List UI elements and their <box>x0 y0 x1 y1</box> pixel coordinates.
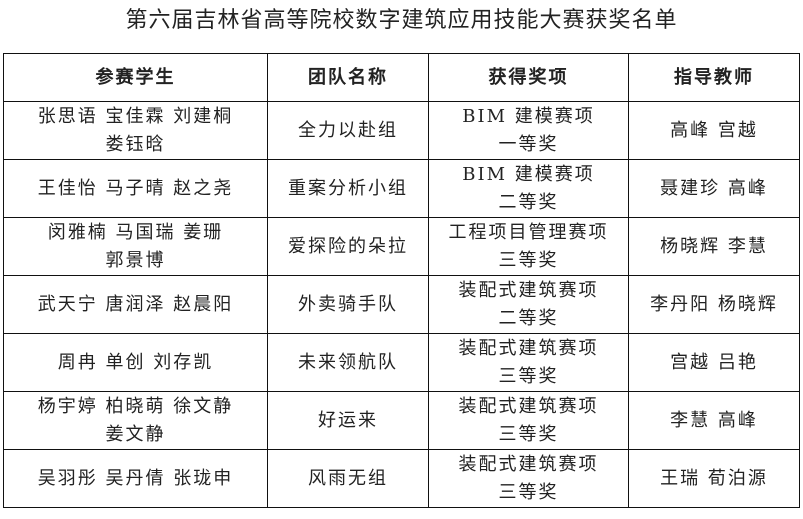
students-line: 周冉 单创 刘存凯 <box>57 351 214 373</box>
table-header-row: 参赛学生 团队名称 获得奖项 指导教师 <box>3 53 800 102</box>
header-team: 团队名称 <box>267 53 429 102</box>
award-line: 一等奖 <box>498 133 559 155</box>
team-cell: 全力以赴组 <box>267 101 429 160</box>
students-line: 娄钰晗 <box>105 133 166 155</box>
table-row: 吴羽彤 吴丹倩 张珑申 风雨无组 装配式建筑赛项 三等奖 王瑞 荀泊源 <box>3 449 800 508</box>
table-row: 王佳怡 马子晴 赵之尧 重案分析小组 BIM 建模赛项 二等奖 聂建珍 高峰 <box>3 159 800 218</box>
table-row: 周冉 单创 刘存凯 未来领航队 装配式建筑赛项 三等奖 宫越 吕艳 <box>3 333 800 392</box>
advisors-cell: 高峰 宫越 <box>628 101 800 160</box>
document-title: 第六届吉林省高等院校数字建筑应用技能大赛获奖名单 <box>125 8 678 33</box>
advisors-cell: 李慧 高峰 <box>628 391 800 450</box>
team-cell: 好运来 <box>267 391 429 450</box>
team-cell: 爱探险的朵拉 <box>267 217 429 276</box>
students-cell: 杨宇婷 柏晓萌 徐文静 姜文静 <box>3 391 268 450</box>
award-line: 三等奖 <box>498 249 559 271</box>
award-line: 二等奖 <box>498 191 559 213</box>
header-advisors: 指导教师 <box>628 53 800 102</box>
award-cell: 装配式建筑赛项 三等奖 <box>428 391 629 450</box>
table-row: 闵雅楠 马国瑞 姜珊 郭景博 爱探险的朵拉 工程项目管理赛项 三等奖 杨晓辉 李慧 <box>3 217 800 276</box>
team-cell: 外卖骑手队 <box>267 275 429 334</box>
award-line: 装配式建筑赛项 <box>458 337 599 359</box>
table-row: 张思语 宝佳霖 刘建桐 娄钰晗 全力以赴组 BIM 建模赛项 一等奖 高峰 宫越 <box>3 101 800 160</box>
award-line: 装配式建筑赛项 <box>458 395 599 417</box>
award-cell: BIM 建模赛项 二等奖 <box>428 159 629 218</box>
advisors-cell: 宫越 吕艳 <box>628 333 800 392</box>
students-line: 王佳怡 马子晴 赵之尧 <box>37 177 234 199</box>
students-line: 杨宇婷 柏晓萌 徐文静 <box>37 395 234 417</box>
students-cell: 王佳怡 马子晴 赵之尧 <box>3 159 268 218</box>
students-cell: 吴羽彤 吴丹倩 张珑申 <box>3 449 268 508</box>
team-cell: 重案分析小组 <box>267 159 429 218</box>
students-line: 吴羽彤 吴丹倩 张珑申 <box>37 467 234 489</box>
students-cell: 闵雅楠 马国瑞 姜珊 郭景博 <box>3 217 268 276</box>
award-line: 工程项目管理赛项 <box>448 221 609 243</box>
students-cell: 周冉 单创 刘存凯 <box>3 333 268 392</box>
header-award: 获得奖项 <box>428 53 629 102</box>
header-students: 参赛学生 <box>3 53 268 102</box>
students-line: 郭景博 <box>105 249 166 271</box>
students-cell: 张思语 宝佳霖 刘建桐 娄钰晗 <box>3 101 268 160</box>
table-row: 武天宁 唐润泽 赵晨阳 外卖骑手队 装配式建筑赛项 二等奖 李丹阳 杨晓辉 <box>3 275 800 334</box>
award-line: 装配式建筑赛项 <box>458 279 599 301</box>
students-line: 姜文静 <box>105 423 166 445</box>
award-table: 参赛学生 团队名称 获得奖项 指导教师 张思语 宝佳霖 刘建桐 娄钰晗 全力以赴组 BIM … <box>3 53 800 508</box>
award-line: 三等奖 <box>498 423 559 445</box>
students-line: 闵雅楠 马国瑞 姜珊 <box>47 221 224 243</box>
award-line: BIM 建模赛项 <box>462 105 595 127</box>
advisors-cell: 李丹阳 杨晓辉 <box>628 275 800 334</box>
advisors-cell: 聂建珍 高峰 <box>628 159 800 218</box>
award-cell: 工程项目管理赛项 三等奖 <box>428 217 629 276</box>
award-cell: 装配式建筑赛项 三等奖 <box>428 449 629 508</box>
team-cell: 未来领航队 <box>267 333 429 392</box>
award-line: 三等奖 <box>498 481 559 503</box>
table-row: 杨宇婷 柏晓萌 徐文静 姜文静 好运来 装配式建筑赛项 三等奖 李慧 高峰 <box>3 391 800 450</box>
award-cell: 装配式建筑赛项 三等奖 <box>428 333 629 392</box>
award-cell: BIM 建模赛项 一等奖 <box>428 101 629 160</box>
award-line: 三等奖 <box>498 365 559 387</box>
award-line: 二等奖 <box>498 307 559 329</box>
advisors-cell: 王瑞 荀泊源 <box>628 449 800 508</box>
students-line: 张思语 宝佳霖 刘建桐 <box>37 105 234 127</box>
advisors-cell: 杨晓辉 李慧 <box>628 217 800 276</box>
award-cell: 装配式建筑赛项 二等奖 <box>428 275 629 334</box>
award-line: 装配式建筑赛项 <box>458 453 599 475</box>
award-line: BIM 建模赛项 <box>462 163 595 185</box>
students-cell: 武天宁 唐润泽 赵晨阳 <box>3 275 268 334</box>
team-cell: 风雨无组 <box>267 449 429 508</box>
students-line: 武天宁 唐润泽 赵晨阳 <box>37 293 234 315</box>
